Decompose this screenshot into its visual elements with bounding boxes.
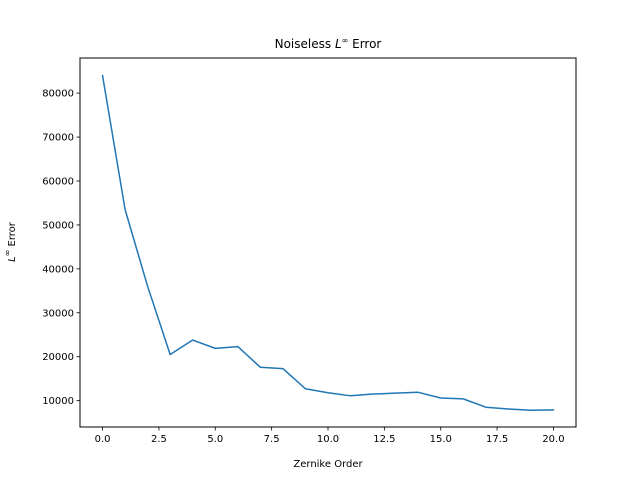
x-axis: 0.0 2.5 5.0 7.5 10.0 12.5 15.0 17.5 20.0 [95, 427, 565, 445]
plot-area [101, 74, 555, 412]
x-tick-label: 10.0 [317, 434, 339, 445]
x-tick-label: 15.0 [430, 434, 452, 445]
chart-title: Noiseless L∞ Error [275, 36, 382, 51]
series-line [101, 74, 555, 412]
y-tick-label: 20000 [42, 352, 74, 363]
x-tick-label: 0.0 [95, 434, 111, 445]
y-tick-label: 70000 [42, 133, 74, 144]
x-tick-label: 2.5 [151, 434, 167, 445]
y-tick-label: 80000 [42, 89, 74, 100]
y-axis-label: L∞ Error [3, 221, 18, 262]
y-tick-label: 30000 [42, 308, 74, 319]
y-tick-label: 40000 [42, 264, 74, 275]
y-tick-label: 50000 [42, 220, 74, 231]
x-tick-label: 7.5 [264, 434, 280, 445]
x-axis-label: Zernike Order [293, 459, 363, 470]
y-tick-label: 10000 [42, 396, 74, 407]
x-tick-label: 12.5 [373, 434, 395, 445]
y-axis: 10000 20000 30000 40000 50000 60000 70000 80000 [42, 89, 80, 407]
x-tick-label: 17.5 [486, 434, 508, 445]
x-tick-label: 20.0 [542, 434, 564, 445]
x-tick-label: 5.0 [207, 434, 223, 445]
y-tick-label: 60000 [42, 177, 74, 188]
